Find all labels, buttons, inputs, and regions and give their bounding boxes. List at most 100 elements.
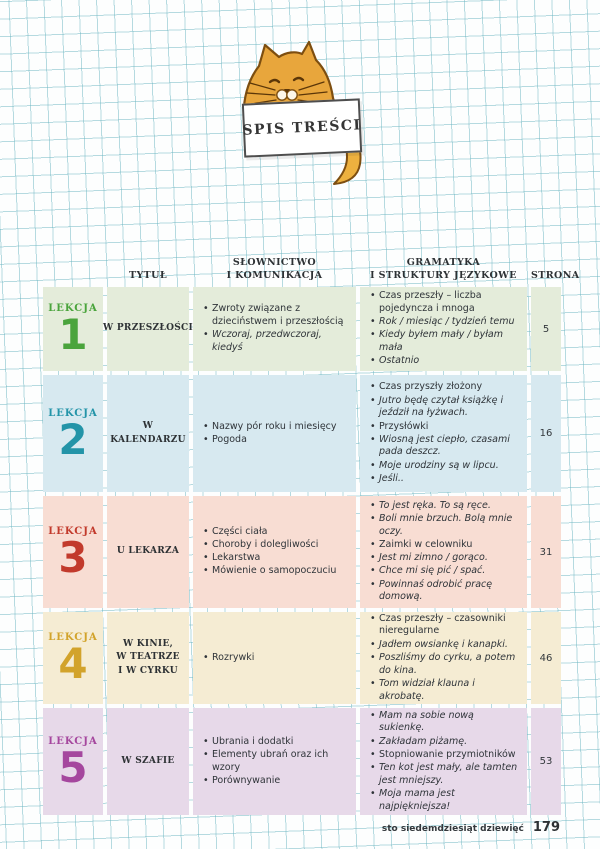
grammar-item: Boli mnie brzuch. Bolą mnie oczy. bbox=[370, 513, 521, 538]
cat-eye-left bbox=[268, 78, 281, 84]
grammar-list: Czas przyszły złożonyJutro będę czytał k… bbox=[370, 381, 521, 486]
lesson-number: 2 bbox=[58, 414, 88, 464]
grammar-item: Wiosną jest ciepło, czasami pada deszcz. bbox=[370, 434, 521, 459]
lesson-title-cell: W KALENDARZU bbox=[107, 375, 189, 492]
grammar-item: Czas przyszły złożony bbox=[370, 381, 521, 394]
lesson-number-cell: LEKCJA 2 bbox=[43, 375, 103, 492]
lesson-title-line: W bbox=[142, 421, 154, 432]
grammar-item: Zaimki w celowniku bbox=[370, 539, 521, 552]
lesson-title-line: W TEATRZE bbox=[116, 652, 180, 663]
lesson-title-line: W SZAFIE bbox=[121, 755, 175, 766]
lesson-number: 3 bbox=[58, 533, 88, 583]
vocabulary-list: Części ciałaChoroby i dolegliwościLekars… bbox=[203, 525, 350, 578]
vocabulary-item: Zwroty związane z dzieciństwem i przeszł… bbox=[203, 303, 350, 328]
page-number-cell: 16 bbox=[531, 375, 561, 492]
lesson-label: LEKCJA bbox=[48, 303, 98, 315]
grammar-item: Moje urodziny są w lipcu. bbox=[370, 460, 521, 473]
column-header-spacer bbox=[43, 244, 103, 282]
page-title: SPIS TREŚCI bbox=[242, 117, 362, 139]
lesson-label: LEKCJA bbox=[48, 632, 98, 644]
lesson-number-cell: LEKCJA 3 bbox=[43, 496, 103, 608]
lesson-page-number: 5 bbox=[542, 323, 550, 335]
grammar-item: Rok / miesiąc / tydzień temu bbox=[370, 316, 521, 329]
vocabulary-item: Części ciała bbox=[203, 526, 350, 539]
page-number-words: sto siedemdziesiąt dziewięć bbox=[381, 824, 524, 834]
grammar-item: To jest ręka. To są ręce. bbox=[370, 500, 521, 513]
grammar-item: Kiedy byłem mały / byłam mała bbox=[370, 329, 521, 354]
grammar-item: Jutro będę czytał książkę i jeździł na ł… bbox=[370, 395, 521, 420]
lesson-title-cell: W SZAFIE bbox=[107, 708, 189, 815]
page-number-cell: 31 bbox=[531, 496, 561, 608]
lesson-title-line: I W CYRKU bbox=[118, 665, 178, 676]
lesson-number-cell: LEKCJA 4 bbox=[43, 612, 103, 704]
lesson-number: 4 bbox=[58, 639, 88, 689]
grammar-item: Stopniowanie przymiotników bbox=[370, 749, 521, 762]
vocabulary-cell: Rozrywki bbox=[193, 612, 356, 704]
lesson-label: LEKCJA bbox=[48, 407, 98, 419]
grammar-item: Czas przeszły – liczba pojedyncza i mnog… bbox=[370, 290, 521, 315]
vocabulary-cell: Części ciałaChoroby i dolegliwościLekars… bbox=[193, 496, 356, 608]
grammar-item: Czas przeszły – czasowniki nieregularne bbox=[370, 613, 521, 638]
vocabulary-item: Mówienie o samopoczuciu bbox=[203, 565, 350, 578]
lesson-title-line: W KINIE, bbox=[122, 639, 174, 650]
lesson-number-cell: LEKCJA 1 bbox=[43, 287, 103, 371]
grammar-item: Ostatnio bbox=[370, 355, 521, 368]
grammar-item: Chce mi się pić / spać. bbox=[370, 565, 521, 578]
lesson-title-line: KALENDARZU bbox=[110, 434, 186, 445]
table-header-row: TYTUŁ SŁOWNICTWO I KOMUNIKACJA GRAMATYKA… bbox=[43, 244, 580, 282]
page-number-cell: 46 bbox=[531, 612, 561, 704]
vocabulary-item: Porównywanie bbox=[203, 775, 350, 788]
column-header-slownictwo: SŁOWNICTWO I KOMUNIKACJA bbox=[226, 257, 323, 281]
grammar-list: To jest ręka. To są ręce.Boli mnie brzuc… bbox=[370, 499, 521, 604]
lesson-page-number: 31 bbox=[539, 546, 553, 558]
vocabulary-item: Elementy ubrań oraz ich wzory bbox=[203, 749, 350, 774]
cat-eye-right bbox=[292, 76, 305, 82]
page-footer: sto siedemdziesiąt dziewięć 179 bbox=[382, 820, 560, 835]
vocabulary-cell: Nazwy pór roku i miesięcyPogoda bbox=[193, 375, 356, 492]
grammar-item: Ten kot jest mały, ale tamten jest mniej… bbox=[370, 762, 521, 787]
lesson-title-cell: W PRZESZŁOŚCI bbox=[103, 287, 193, 371]
lesson-title-cell: W KINIE, W TEATRZE I W CYRKU bbox=[107, 612, 189, 704]
grammar-cell: To jest ręka. To są ręce.Boli mnie brzuc… bbox=[360, 496, 527, 608]
vocabulary-item: Nazwy pór roku i miesięcy bbox=[203, 421, 350, 434]
grammar-cell: Czas przeszły – liczba pojedyncza i mnog… bbox=[360, 287, 527, 371]
grammar-item: Przysłówki bbox=[370, 421, 521, 434]
grammar-item: Mam na sobie nową sukienkę. bbox=[370, 710, 521, 735]
lesson-title-line: W PRZESZŁOŚCI bbox=[103, 323, 193, 334]
grammar-cell: Czas przyszły złożonyJutro będę czytał k… bbox=[360, 375, 527, 492]
page-number: 179 bbox=[532, 820, 560, 835]
grammar-list: Mam na sobie nową sukienkę.Zakładam piża… bbox=[370, 709, 521, 814]
title-sign: SPIS TREŚCI bbox=[241, 98, 363, 158]
lesson-title-cell: U LEKARZA bbox=[107, 496, 189, 608]
lesson-number: 5 bbox=[58, 742, 88, 792]
cat-muzzle-left bbox=[276, 89, 288, 101]
vocabulary-item: Choroby i dolegliwości bbox=[203, 539, 350, 552]
grammar-item: Powinnaś odrobić pracę domową. bbox=[370, 579, 521, 604]
lesson-title-line: U LEKARZA bbox=[116, 546, 180, 557]
vocabulary-list: Zwroty związane z dzieciństwem i przeszł… bbox=[203, 303, 350, 355]
grammar-list: Czas przeszły – czasowniki nieregularneJ… bbox=[370, 612, 521, 704]
grammar-item: Zakładam piżamę. bbox=[370, 736, 521, 749]
grammar-item: Jest mi zimno / gorąco. bbox=[370, 552, 521, 565]
vocabulary-item: Rozrywki bbox=[203, 652, 350, 665]
lesson-label: LEKCJA bbox=[48, 735, 98, 747]
grammar-item: Moja mama jest najpiękniejsza! bbox=[370, 788, 521, 813]
vocabulary-item: Lekarstwa bbox=[203, 552, 350, 565]
page-number-cell: 53 bbox=[531, 708, 561, 815]
grammar-item: Poszliśmy do cyrku, a potem do kina. bbox=[370, 652, 521, 677]
column-header-tytul: TYTUŁ bbox=[129, 269, 167, 281]
column-header-strona: STRONA bbox=[531, 269, 580, 281]
lesson-page-number: 16 bbox=[539, 428, 553, 439]
grammar-item: Jadłem owsiankę i kanapki. bbox=[370, 639, 521, 652]
lesson-number-cell: LEKCJA 5 bbox=[43, 708, 103, 815]
lesson-label: LEKCJA bbox=[48, 526, 98, 538]
grammar-cell: Mam na sobie nową sukienkę.Zakładam piża… bbox=[360, 708, 527, 815]
lesson-number: 1 bbox=[58, 310, 88, 360]
vocabulary-list: Nazwy pór roku i miesięcyPogoda bbox=[203, 420, 350, 447]
grammar-cell: Czas przeszły – czasowniki nieregularneJ… bbox=[360, 612, 527, 704]
vocabulary-list: Rozrywki bbox=[203, 651, 350, 665]
column-header-gramatyka: GRAMATYKA I STRUKTURY JĘZYKOWE bbox=[370, 257, 517, 281]
grammar-list: Czas przeszły – liczba pojedyncza i mnog… bbox=[370, 290, 521, 369]
cat-nose bbox=[284, 89, 290, 93]
